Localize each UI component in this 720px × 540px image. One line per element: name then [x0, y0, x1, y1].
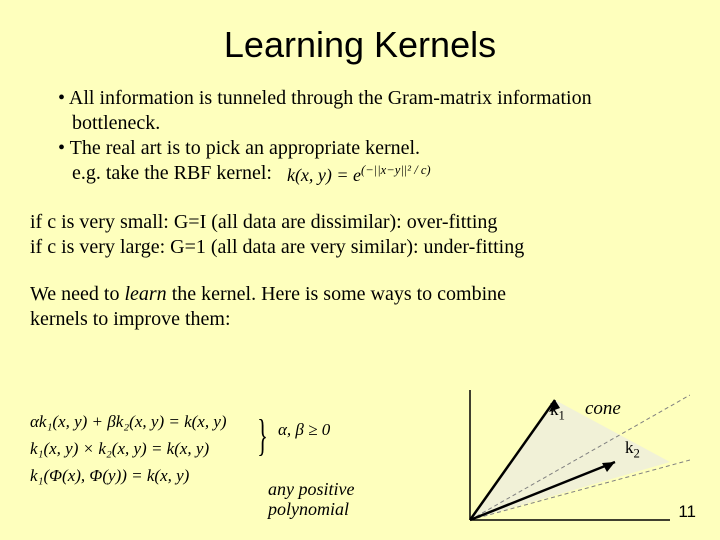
- rbf-exp: (−||x−y||² / c): [361, 163, 431, 177]
- bullet-2-line1: • The real art is to pick an appropriate…: [58, 136, 690, 161]
- fit-small: if c is very small: G=I (all data are di…: [30, 210, 690, 235]
- bullet-list: • All information is tunneled through th…: [0, 86, 720, 186]
- cone-diagram: [460, 390, 690, 530]
- k1-label: k1: [550, 400, 565, 423]
- polynomial-label: any positive polynomial: [268, 480, 354, 520]
- poly2: polynomial: [268, 500, 354, 520]
- cone-shade: [470, 400, 670, 520]
- equations: αk₁(x, y) + βk₂(x, y) = k(x, y) k₁(x, y)…: [30, 408, 227, 490]
- slide-title: Learning Kernels: [0, 0, 720, 86]
- fitting-section: if c is very small: G=I (all data are di…: [0, 210, 720, 260]
- eq3: k₁(Φ(x), Φ(y)) = k(x, y): [30, 462, 227, 489]
- learn-section: We need to learn the kernel. Here is som…: [0, 282, 720, 332]
- eq2: k₁(x, y) × k₂(x, y) = k(x, y): [30, 435, 227, 462]
- cone-label: cone: [585, 398, 621, 420]
- rbf-base: k(x, y) = e: [287, 165, 361, 185]
- bullet-1-line1: • All information is tunneled through th…: [58, 86, 690, 111]
- page-number: 11: [678, 502, 696, 522]
- learn-b: learn: [124, 283, 166, 305]
- rbf-prefix: e.g. take the RBF kernel:: [72, 162, 272, 184]
- fit-large: if c is very large: G=1 (all data are ve…: [30, 235, 690, 260]
- rbf-formula: k(x, y) = e(−||x−y||² / c): [287, 163, 431, 187]
- poly1: any positive: [268, 480, 354, 500]
- k2-label: k2: [625, 438, 640, 461]
- bullet-2-line2: e.g. take the RBF kernel: k(x, y) = e(−|…: [58, 161, 690, 186]
- eq1: αk₁(x, y) + βk₂(x, y) = k(x, y): [30, 408, 227, 435]
- learn-a: We need to: [30, 283, 124, 305]
- ab-constraint: α, β ≥ 0: [278, 420, 330, 440]
- bullet-1-line2: bottleneck.: [58, 111, 690, 136]
- brace-icon: }: [257, 410, 268, 461]
